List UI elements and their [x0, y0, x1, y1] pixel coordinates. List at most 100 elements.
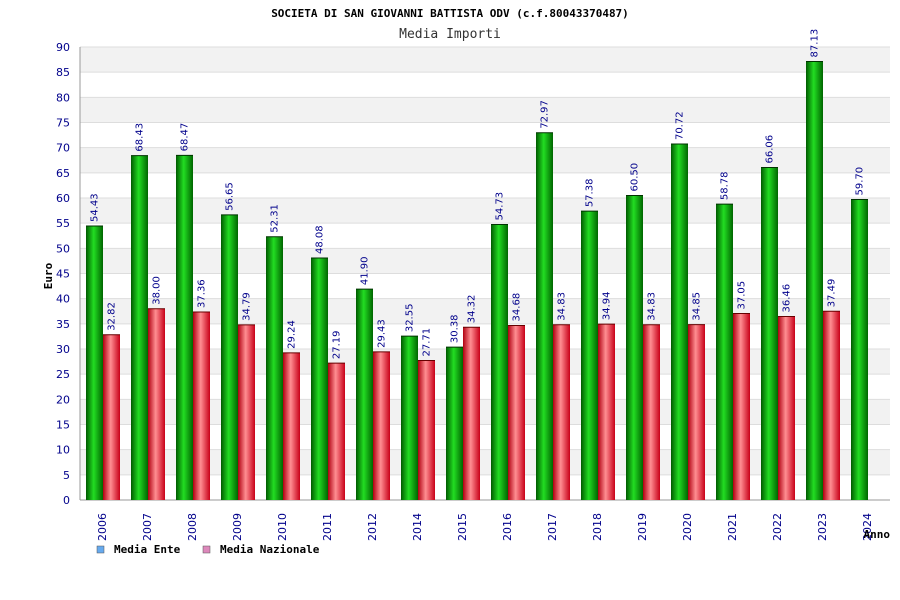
bar-media-nazionale — [238, 324, 255, 500]
x-tick-label: 2016 — [501, 513, 514, 541]
x-tick-label: 2012 — [366, 513, 379, 541]
legend: Media Ente Media Nazionale — [96, 543, 320, 556]
x-tick-label: 2021 — [726, 513, 739, 541]
y-tick-label: 40 — [56, 293, 70, 306]
grid-bands — [80, 47, 890, 500]
y-tick-label: 50 — [56, 242, 70, 255]
y-tick-label: 75 — [56, 117, 70, 130]
y-tick-label: 15 — [56, 419, 70, 432]
value-label: 57.38 — [585, 179, 596, 208]
axes — [79, 47, 890, 501]
bar-media-nazionale — [508, 325, 525, 500]
grid-band — [80, 172, 890, 198]
x-tick-labels: 2006 2007 2008 2009 2010 2011 2012 2014 2015 2016… — [96, 513, 874, 541]
bar-media-nazionale — [418, 360, 435, 500]
grid-band — [80, 248, 890, 274]
y-tick-label: 45 — [56, 268, 70, 281]
y-tick-label: 30 — [56, 343, 70, 356]
value-label: 29.43 — [377, 319, 388, 348]
value-label: 29.24 — [287, 320, 298, 349]
value-label: 72.97 — [540, 100, 551, 129]
legend-label-media-ente: Media Ente — [114, 543, 181, 556]
value-label: 59.70 — [855, 167, 866, 196]
value-label: 66.06 — [765, 135, 776, 164]
value-label: 34.79 — [242, 292, 253, 321]
bar-media-ente — [176, 155, 193, 500]
bar-media-nazionale — [643, 324, 660, 500]
grid-band — [80, 47, 890, 73]
value-label: 34.68 — [512, 293, 523, 322]
grid-band — [80, 323, 890, 349]
grid-band — [80, 72, 890, 98]
y-tick-label: 65 — [56, 167, 70, 180]
bar-media-ente — [131, 155, 148, 500]
value-label: 41.90 — [360, 256, 371, 285]
x-tick-label: 2006 — [96, 513, 109, 541]
x-tick-label: 2024 — [861, 513, 874, 541]
value-label: 37.05 — [737, 281, 748, 310]
bar-media-ente — [761, 167, 778, 501]
bar-media-nazionale — [553, 324, 570, 500]
bar-media-ente — [851, 199, 868, 500]
x-tick-label: 2014 — [411, 513, 424, 541]
bar-media-nazionale — [733, 313, 750, 500]
y-tick-label: 5 — [63, 469, 70, 482]
value-label: 68.43 — [135, 123, 146, 152]
bar-media-nazionale — [373, 351, 390, 500]
bar-media-ente — [716, 204, 733, 500]
bar-media-nazionale — [328, 363, 345, 500]
y-tick-label: 85 — [56, 66, 70, 79]
grid-band — [80, 474, 890, 500]
grid-band — [80, 147, 890, 173]
grid-band — [80, 424, 890, 450]
value-label: 27.19 — [332, 331, 343, 360]
y-tick-label: 55 — [56, 217, 70, 230]
y-tick-label: 10 — [56, 444, 70, 457]
legend-label-media-nazionale: Media Nazionale — [220, 543, 320, 556]
bars — [86, 60, 868, 501]
x-tick-label: 2019 — [636, 513, 649, 541]
bar-media-nazionale — [103, 334, 120, 500]
grid-band — [80, 273, 890, 299]
grid-band — [80, 223, 890, 249]
bar-media-nazionale — [688, 324, 705, 500]
value-label: 36.46 — [782, 284, 793, 313]
value-label: 34.85 — [692, 292, 703, 321]
x-tick-label: 2018 — [591, 513, 604, 541]
y-tick-label: 35 — [56, 318, 70, 331]
bar-media-nazionale — [823, 311, 840, 500]
grid-lines — [80, 46, 890, 501]
x-tick-label: 2022 — [771, 513, 784, 541]
chart-title: SOCIETA DI SAN GIOVANNI BATTISTA ODV (c.… — [271, 7, 629, 20]
bar-media-nazionale — [778, 316, 795, 500]
grid-band — [80, 374, 890, 400]
x-tick-label: 2011 — [321, 513, 334, 541]
value-label: 58.78 — [720, 172, 731, 201]
x-tick-label: 2015 — [456, 513, 469, 541]
y-axis-label: Euro — [42, 262, 55, 289]
grid-band — [80, 349, 890, 375]
value-label: 34.94 — [602, 291, 613, 320]
bar-media-nazionale — [283, 352, 300, 500]
bar-media-ente — [491, 224, 508, 500]
y-tick-label: 70 — [56, 142, 70, 155]
bar-media-nazionale — [193, 311, 210, 500]
value-labels: 54.43 32.82 68.43 38.00 68.47 37.36 56.65 34.79… — [90, 29, 866, 359]
x-tick-label: 2010 — [276, 513, 289, 541]
x-tick-label: 2007 — [141, 513, 154, 541]
bar-media-ente — [446, 347, 463, 500]
x-axis-label: Anno — [864, 528, 891, 541]
grid-band — [80, 198, 890, 224]
grid-band — [80, 97, 890, 123]
legend-swatch-media-ente — [96, 545, 105, 554]
x-tick-label: 2017 — [546, 513, 559, 541]
value-label: 38.00 — [152, 276, 163, 305]
value-label: 27.71 — [422, 328, 433, 357]
value-label: 34.83 — [557, 292, 568, 321]
value-label: 34.32 — [467, 295, 478, 324]
bar-media-ente — [806, 61, 823, 500]
value-label: 87.13 — [810, 29, 821, 58]
x-tick-label: 2008 — [186, 513, 199, 541]
